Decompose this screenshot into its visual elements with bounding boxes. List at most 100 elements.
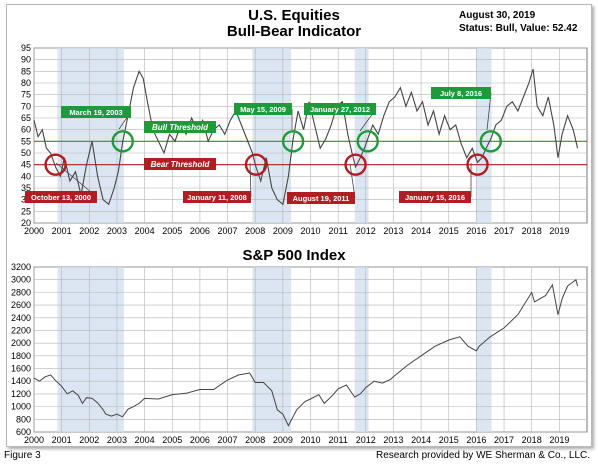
bull-bear-chart: 20253035404550556065707580859095 2000200… — [21, 7, 588, 236]
x-tick-label: 2010 — [300, 435, 320, 445]
y-tick-label: 2000 — [11, 338, 31, 348]
bear-signal-annotation: August 19, 2011 — [287, 163, 356, 204]
y-tick-label: 85 — [21, 66, 31, 76]
bull-signal-annotation: May 15, 2009 — [234, 103, 293, 130]
x-tick-label: 2004 — [135, 226, 155, 236]
y-tick-label: 35 — [21, 183, 31, 193]
x-tick-label: 2013 — [383, 435, 403, 445]
bottom-x-tick-labels: 2000 2001 2002 2003 2004 2005 2006 2007 2008 2009… — [24, 435, 569, 445]
bull-signal-circle — [479, 130, 502, 153]
x-tick-label: 2002 — [79, 435, 99, 445]
y-tick-label: 3200 — [11, 262, 31, 272]
x-tick-label: 2001 — [52, 226, 72, 236]
annotation-label: October 13, 2000 — [31, 193, 91, 202]
x-tick-label: 2007 — [218, 435, 238, 445]
bull-bear-series-line — [33, 68, 579, 206]
x-tick-label: 2017 — [494, 435, 514, 445]
annotation-leader — [486, 92, 492, 131]
x-tick-label: 2019 — [549, 226, 569, 236]
x-tick-label: 2018 — [522, 435, 542, 445]
y-tick-label: 20 — [21, 218, 31, 228]
annotation-box — [431, 87, 491, 99]
bull-signal-circle — [281, 130, 305, 153]
bull-signal-annotation: March 19, 2003 — [61, 106, 132, 130]
bottom-gridlines — [33, 266, 587, 433]
y-tick-label: 800 — [16, 414, 31, 424]
y-tick-label: 55 — [21, 136, 31, 146]
x-tick-label: 2006 — [190, 226, 210, 236]
top-y-tick-labels: 20253035404550556065707580859095 — [21, 43, 31, 228]
x-tick-label: 2009 — [273, 226, 293, 236]
y-tick-label: 3000 — [11, 275, 31, 285]
x-tick-label: 2008 — [245, 435, 265, 445]
x-tick-label: 2016 — [466, 435, 486, 445]
y-tick-label: 40 — [21, 171, 31, 181]
bear-signal-circle — [344, 153, 367, 176]
y-tick-label: 75 — [21, 90, 31, 100]
y-tick-label: 70 — [21, 101, 31, 111]
figure-label: Figure 3 — [4, 450, 41, 461]
y-tick-label: 65 — [21, 113, 31, 123]
x-tick-label: 2009 — [273, 435, 293, 445]
x-tick-label: 2000 — [24, 226, 44, 236]
bottom-shaded-periods — [57, 267, 492, 432]
x-tick-label: 2005 — [162, 226, 182, 236]
x-tick-label: 2003 — [107, 226, 127, 236]
x-tick-label: 2004 — [135, 435, 155, 445]
bull-signal-circle — [356, 130, 379, 153]
top-chart-title-line1: U.S. Equities — [248, 7, 340, 24]
bottom-chart-title: S&P 500 Index — [242, 247, 346, 264]
annotation-box — [234, 103, 292, 115]
annotation-label: January 27, 2012 — [310, 105, 370, 114]
bear-signal-circle — [466, 153, 489, 176]
bear-signal-annotation: January 11, 2008 — [183, 162, 252, 203]
y-tick-label: 600 — [16, 427, 31, 437]
annotation-label: January 11, 2008 — [187, 193, 247, 202]
y-tick-label: 2400 — [11, 313, 31, 323]
y-tick-label: 50 — [21, 148, 31, 158]
top-x-tick-labels: 2000 2001 2002 2003 2004 2005 2006 2007 2008 2009… — [24, 226, 569, 236]
annotation-box — [25, 191, 97, 203]
x-tick-label: 2012 — [356, 226, 376, 236]
y-tick-label: 60 — [21, 125, 31, 135]
shaded-period — [354, 267, 369, 432]
shaded-period — [57, 267, 124, 432]
sp500-chart: S&P 500 Index 600 800 1000 1200 1400 1600 1800… — [11, 247, 588, 445]
x-tick-label: 2005 — [162, 435, 182, 445]
y-tick-label: 1400 — [11, 376, 31, 386]
bottom-y-tick-labels: 600 800 1000 1200 1400 1600 1800 2000 2200 2400 26… — [11, 262, 31, 437]
figure-frame: 20253035404550556065707580859095 2000200… — [6, 4, 592, 447]
bear-signal-annotation: January 15, 2016 — [399, 163, 472, 203]
top-chart-title-line2: Bull-Bear Indicator — [227, 23, 361, 40]
y-tick-label: 2200 — [11, 325, 31, 335]
shaded-period — [354, 48, 369, 223]
y-tick-label: 90 — [21, 55, 31, 65]
y-tick-label: 25 — [21, 206, 31, 216]
x-tick-label: 2015 — [439, 435, 459, 445]
y-tick-label: 1600 — [11, 364, 31, 374]
bull-signal-circle — [111, 130, 134, 153]
x-tick-label: 2000 — [24, 435, 44, 445]
x-tick-label: 2016 — [466, 226, 486, 236]
y-tick-label: 80 — [21, 78, 31, 88]
bear-signal-annotation: October 13, 2000 — [25, 162, 98, 203]
x-tick-label: 2007 — [218, 226, 238, 236]
x-tick-label: 2011 — [328, 435, 347, 445]
signal-circles — [44, 130, 502, 176]
shaded-period — [476, 267, 492, 432]
signal-annotations: March 19, 2003 May 15, 2009 January 27, 20… — [25, 87, 492, 204]
x-tick-label: 2014 — [411, 226, 431, 236]
x-tick-label: 2008 — [245, 226, 265, 236]
annotation-label: May 15, 2009 — [240, 105, 286, 114]
chart-canvas: 20253035404550556065707580859095 2000200… — [11, 7, 588, 445]
annotation-box — [183, 191, 251, 203]
bull-signal-annotation: July 8, 2016 — [431, 87, 492, 131]
annotation-box — [304, 103, 376, 115]
bull-threshold-label: Bull Threshold — [144, 121, 216, 133]
annotation-box — [61, 106, 131, 118]
annotation-label: March 19, 2003 — [69, 108, 122, 117]
bull-threshold-text: Bull Threshold — [152, 123, 209, 132]
x-tick-label: 2013 — [383, 226, 403, 236]
report-date: August 30, 2019 — [459, 10, 536, 21]
research-credit: Research provided by WE Sherman & Co., L… — [376, 450, 590, 461]
